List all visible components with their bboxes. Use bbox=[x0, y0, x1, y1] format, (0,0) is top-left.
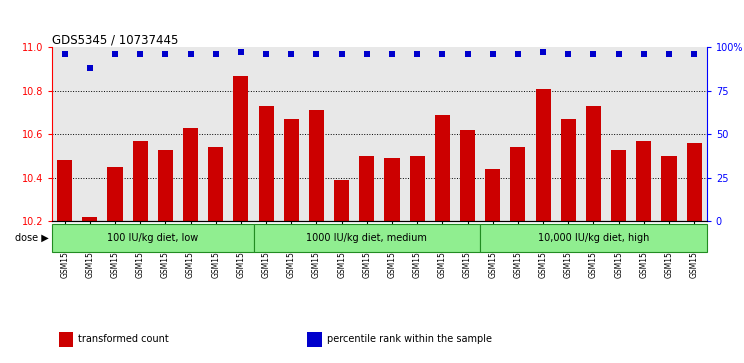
Bar bbox=[410, 156, 425, 221]
Point bbox=[386, 51, 398, 57]
Bar bbox=[208, 147, 223, 221]
Point bbox=[185, 51, 196, 57]
Text: 10,000 IU/kg diet, high: 10,000 IU/kg diet, high bbox=[538, 233, 650, 243]
Bar bbox=[132, 141, 148, 221]
Bar bbox=[183, 128, 198, 221]
Point bbox=[613, 51, 625, 57]
Bar bbox=[561, 119, 576, 221]
Bar bbox=[254, 224, 480, 253]
Bar bbox=[307, 332, 322, 347]
Bar bbox=[611, 150, 626, 221]
Bar bbox=[536, 89, 551, 221]
Point bbox=[59, 51, 71, 57]
Point bbox=[537, 49, 549, 55]
Point bbox=[260, 51, 272, 57]
Text: GDS5345 / 10737445: GDS5345 / 10737445 bbox=[52, 33, 179, 46]
Bar bbox=[480, 224, 707, 253]
Text: dose ▶: dose ▶ bbox=[15, 233, 48, 243]
Text: percentile rank within the sample: percentile rank within the sample bbox=[327, 334, 492, 344]
Point bbox=[461, 51, 473, 57]
Bar bbox=[485, 169, 500, 221]
Point bbox=[588, 51, 600, 57]
Point bbox=[562, 51, 574, 57]
Point bbox=[336, 51, 347, 57]
Text: 100 IU/kg diet, low: 100 IU/kg diet, low bbox=[107, 233, 199, 243]
Point bbox=[638, 51, 650, 57]
Bar bbox=[107, 167, 123, 221]
Bar bbox=[434, 115, 450, 221]
Text: 1000 IU/kg diet, medium: 1000 IU/kg diet, medium bbox=[307, 233, 427, 243]
Point bbox=[310, 51, 322, 57]
Point bbox=[286, 51, 298, 57]
Bar bbox=[460, 130, 475, 221]
Point bbox=[210, 51, 222, 57]
Bar bbox=[158, 150, 173, 221]
Bar bbox=[283, 119, 299, 221]
Point bbox=[361, 51, 373, 57]
Bar bbox=[259, 106, 274, 221]
Point bbox=[437, 51, 449, 57]
Point bbox=[159, 51, 171, 57]
Bar bbox=[661, 156, 676, 221]
Bar bbox=[83, 217, 97, 221]
Point bbox=[84, 65, 96, 71]
Bar bbox=[334, 180, 349, 221]
Point bbox=[512, 51, 524, 57]
Bar bbox=[510, 147, 525, 221]
Point bbox=[235, 49, 247, 55]
Bar bbox=[359, 156, 374, 221]
Bar bbox=[234, 76, 248, 221]
Bar bbox=[385, 158, 400, 221]
Point bbox=[134, 51, 146, 57]
Point bbox=[109, 51, 121, 57]
Bar bbox=[636, 141, 652, 221]
Point bbox=[487, 51, 498, 57]
Point bbox=[688, 51, 700, 57]
Bar bbox=[309, 110, 324, 221]
Text: transformed count: transformed count bbox=[78, 334, 169, 344]
Bar bbox=[52, 224, 254, 253]
Bar bbox=[57, 160, 72, 221]
Bar bbox=[687, 143, 702, 221]
Point bbox=[663, 51, 675, 57]
Bar bbox=[59, 332, 73, 347]
Point bbox=[411, 51, 423, 57]
Bar bbox=[586, 106, 601, 221]
